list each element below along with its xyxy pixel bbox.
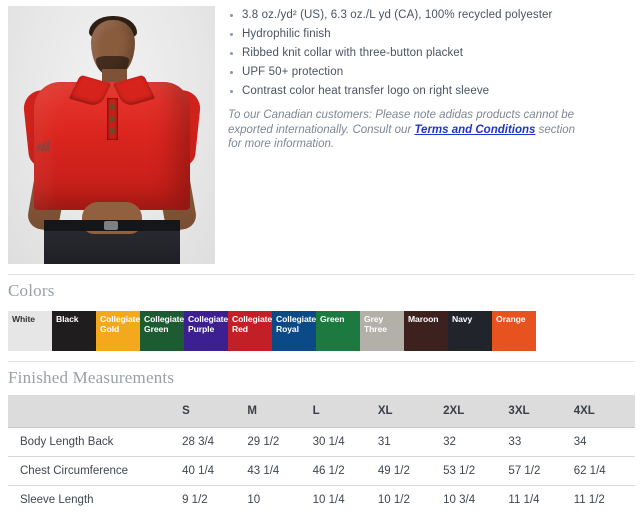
swatch-label: Green bbox=[320, 314, 344, 324]
swatch-label: Maroon bbox=[408, 314, 438, 324]
cell-value: 11 1/4 bbox=[504, 486, 569, 514]
product-details: 3.8 oz./yd² (US), 6.3 oz./L yd (CA), 100… bbox=[222, 0, 643, 163]
color-swatch-grey-three[interactable]: Grey Three bbox=[360, 311, 404, 351]
color-swatch-collegiate-gold[interactable]: Collegiate Gold bbox=[96, 311, 140, 351]
color-swatch-maroon[interactable]: Maroon bbox=[404, 311, 448, 351]
row-label: Chest Circumference bbox=[8, 457, 178, 486]
shirt-button-2 bbox=[109, 116, 115, 122]
cell-value: 10 bbox=[243, 486, 308, 514]
row-label: Sleeve Length bbox=[8, 486, 178, 514]
cell-value: 32 bbox=[439, 428, 504, 457]
swatch-label: Collegiate Red bbox=[232, 314, 272, 334]
adidas-logo-icon bbox=[36, 140, 50, 151]
color-swatch-collegiate-green[interactable]: Collegiate Green bbox=[140, 311, 184, 351]
cell-value: 31 bbox=[374, 428, 439, 457]
product-photo[interactable] bbox=[8, 6, 215, 264]
swatch-label: Orange bbox=[496, 314, 526, 324]
shirt-button-3 bbox=[109, 128, 115, 134]
color-swatch-black[interactable]: Black bbox=[52, 311, 96, 351]
column-header-measurement bbox=[8, 395, 178, 428]
list-item: Contrast color heat transfer logo on rig… bbox=[228, 84, 635, 98]
color-swatch-collegiate-purple[interactable]: Collegiate Purple bbox=[184, 311, 228, 351]
cell-value: 10 1/4 bbox=[309, 486, 374, 514]
swatch-label: White bbox=[12, 314, 35, 324]
color-swatch-row: White Black Collegiate Gold Collegiate G… bbox=[8, 311, 635, 351]
measurements-table-wrap: S M L XL 2XL 3XL 4XL Body Length Back 28… bbox=[0, 395, 643, 514]
column-header-4xl: 4XL bbox=[570, 395, 635, 428]
table-body: Body Length Back 28 3/4 29 1/2 30 1/4 31… bbox=[8, 428, 635, 514]
column-header-xl: XL bbox=[374, 395, 439, 428]
color-swatch-green[interactable]: Green bbox=[316, 311, 360, 351]
cell-value: 40 1/4 bbox=[178, 457, 243, 486]
list-item: Hydrophilic finish bbox=[228, 27, 635, 41]
model-belt-buckle bbox=[104, 221, 118, 230]
table-row: Chest Circumference 40 1/4 43 1/4 46 1/2… bbox=[8, 457, 635, 486]
column-header-3xl: 3XL bbox=[504, 395, 569, 428]
swatch-label: Collegiate Gold bbox=[100, 314, 140, 334]
product-image-container[interactable] bbox=[0, 0, 222, 266]
cell-value: 33 bbox=[504, 428, 569, 457]
table-row: Sleeve Length 9 1/2 10 10 1/4 10 1/2 10 … bbox=[8, 486, 635, 514]
row-label: Body Length Back bbox=[8, 428, 178, 457]
cell-value: 10 3/4 bbox=[439, 486, 504, 514]
table-row: Body Length Back 28 3/4 29 1/2 30 1/4 31… bbox=[8, 428, 635, 457]
product-overview: 3.8 oz./yd² (US), 6.3 oz./L yd (CA), 100… bbox=[0, 0, 643, 266]
cell-value: 53 1/2 bbox=[439, 457, 504, 486]
measurements-heading: Finished Measurements bbox=[8, 361, 635, 395]
cell-value: 43 1/4 bbox=[243, 457, 308, 486]
column-header-l: L bbox=[309, 395, 374, 428]
cell-value: 62 1/4 bbox=[570, 457, 635, 486]
table-header: S M L XL 2XL 3XL 4XL bbox=[8, 395, 635, 428]
swatch-label: Grey Three bbox=[364, 314, 387, 334]
column-header-2xl: 2XL bbox=[439, 395, 504, 428]
terms-and-conditions-link[interactable]: Terms and Conditions bbox=[414, 124, 535, 136]
swatch-label: Collegiate Royal bbox=[276, 314, 316, 334]
color-swatch-collegiate-royal[interactable]: Collegiate Royal bbox=[272, 311, 316, 351]
swatch-label: Black bbox=[56, 314, 78, 324]
cell-value: 34 bbox=[570, 428, 635, 457]
colors-heading: Colors bbox=[8, 274, 635, 308]
swatch-label: Collegiate Green bbox=[144, 314, 184, 334]
swatch-label: Collegiate Purple bbox=[188, 314, 228, 334]
cell-value: 9 1/2 bbox=[178, 486, 243, 514]
finished-measurements-table: S M L XL 2XL 3XL 4XL Body Length Back 28… bbox=[8, 395, 635, 514]
list-item: Ribbed knit collar with three-button pla… bbox=[228, 46, 635, 60]
list-item: UPF 50+ protection bbox=[228, 65, 635, 79]
cell-value: 30 1/4 bbox=[309, 428, 374, 457]
measurements-section: Finished Measurements bbox=[0, 351, 643, 395]
swatch-label: Navy bbox=[452, 314, 472, 324]
color-swatch-white[interactable]: White bbox=[8, 311, 52, 351]
cell-value: 29 1/2 bbox=[243, 428, 308, 457]
cell-value: 57 1/2 bbox=[504, 457, 569, 486]
cell-value: 28 3/4 bbox=[178, 428, 243, 457]
color-swatch-collegiate-red[interactable]: Collegiate Red bbox=[228, 311, 272, 351]
color-swatch-navy[interactable]: Navy bbox=[448, 311, 492, 351]
list-item: 3.8 oz./yd² (US), 6.3 oz./L yd (CA), 100… bbox=[228, 8, 635, 22]
cell-value: 11 1/2 bbox=[570, 486, 635, 514]
column-header-s: S bbox=[178, 395, 243, 428]
canadian-customers-note: To our Canadian customers: Please note a… bbox=[228, 108, 578, 152]
column-header-m: M bbox=[243, 395, 308, 428]
cell-value: 49 1/2 bbox=[374, 457, 439, 486]
colors-section: Colors White Black Collegiate Gold Colle… bbox=[0, 266, 643, 351]
color-swatch-orange[interactable]: Orange bbox=[492, 311, 536, 351]
shirt-button-1 bbox=[109, 104, 115, 110]
cell-value: 10 1/2 bbox=[374, 486, 439, 514]
feature-list: 3.8 oz./yd² (US), 6.3 oz./L yd (CA), 100… bbox=[228, 8, 635, 98]
cell-value: 46 1/2 bbox=[309, 457, 374, 486]
table-header-row: S M L XL 2XL 3XL 4XL bbox=[8, 395, 635, 428]
